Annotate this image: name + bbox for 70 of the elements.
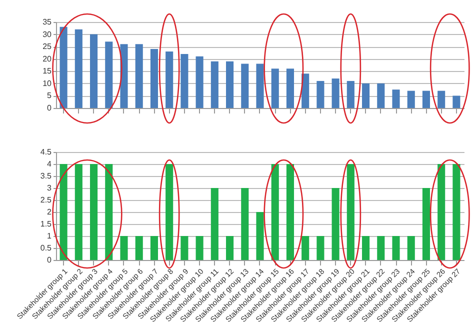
bar (135, 236, 143, 260)
bar (422, 188, 430, 260)
bar (407, 236, 415, 260)
y-tick-label: 2 (47, 208, 52, 216)
bar (150, 49, 158, 108)
bar (120, 236, 128, 260)
bar (166, 51, 174, 108)
bar (362, 236, 370, 260)
bar (271, 164, 279, 260)
bar (452, 96, 460, 108)
y-tick-label: 0 (47, 104, 52, 112)
bar (180, 236, 188, 260)
y-tick-label: 0 (47, 256, 52, 264)
bar (90, 164, 98, 260)
bar (332, 78, 340, 108)
bar (210, 61, 218, 108)
y-tick-label: 25 (42, 42, 52, 52)
y-tick-label: 15 (42, 66, 52, 76)
bar (422, 90, 430, 108)
y-tick-label: 4 (47, 160, 52, 168)
y-tick-label: 0.5 (40, 244, 52, 252)
bar (60, 164, 68, 260)
bar (316, 236, 324, 260)
y-tick-label: 2.5 (40, 196, 52, 204)
bar (196, 236, 204, 260)
bar (302, 74, 310, 108)
bar (241, 64, 249, 108)
bar (120, 44, 128, 108)
y-tick-label: 20 (42, 54, 52, 64)
bar (377, 83, 385, 108)
bar (180, 54, 188, 108)
y-tick-label: 3.5 (40, 172, 52, 180)
y-tick-label: 10 (42, 78, 52, 88)
bar (135, 44, 143, 108)
bar (196, 56, 204, 108)
bar (316, 80, 324, 108)
bar (438, 164, 446, 260)
bar (286, 68, 294, 108)
y-tick-label: 35 (42, 18, 52, 26)
y-tick-label: 1 (47, 232, 52, 240)
bar (332, 188, 340, 260)
bar (362, 83, 370, 108)
bar (302, 236, 310, 260)
bar (105, 42, 113, 108)
bar (392, 90, 400, 108)
y-tick-label: 1.5 (40, 220, 52, 228)
y-tick-label: 3 (47, 184, 52, 192)
bar (271, 68, 279, 108)
bar (438, 90, 446, 108)
bar (150, 236, 158, 260)
bar (105, 164, 113, 260)
bar (210, 188, 218, 260)
bar (241, 188, 249, 260)
bar (74, 164, 82, 260)
y-tick-label: 5 (47, 91, 52, 100)
bar (60, 26, 68, 108)
bar (346, 80, 354, 108)
bar (90, 34, 98, 108)
y-tick-label: 30 (42, 30, 52, 39)
bar (256, 212, 264, 260)
y-tick-label: 4.5 (40, 148, 52, 156)
bar (74, 29, 82, 108)
bar (286, 164, 294, 260)
bar (226, 236, 234, 260)
bar (452, 164, 460, 260)
bar (407, 90, 415, 108)
bar (226, 61, 234, 108)
bar (256, 64, 264, 108)
bar (377, 236, 385, 260)
bar (392, 236, 400, 260)
